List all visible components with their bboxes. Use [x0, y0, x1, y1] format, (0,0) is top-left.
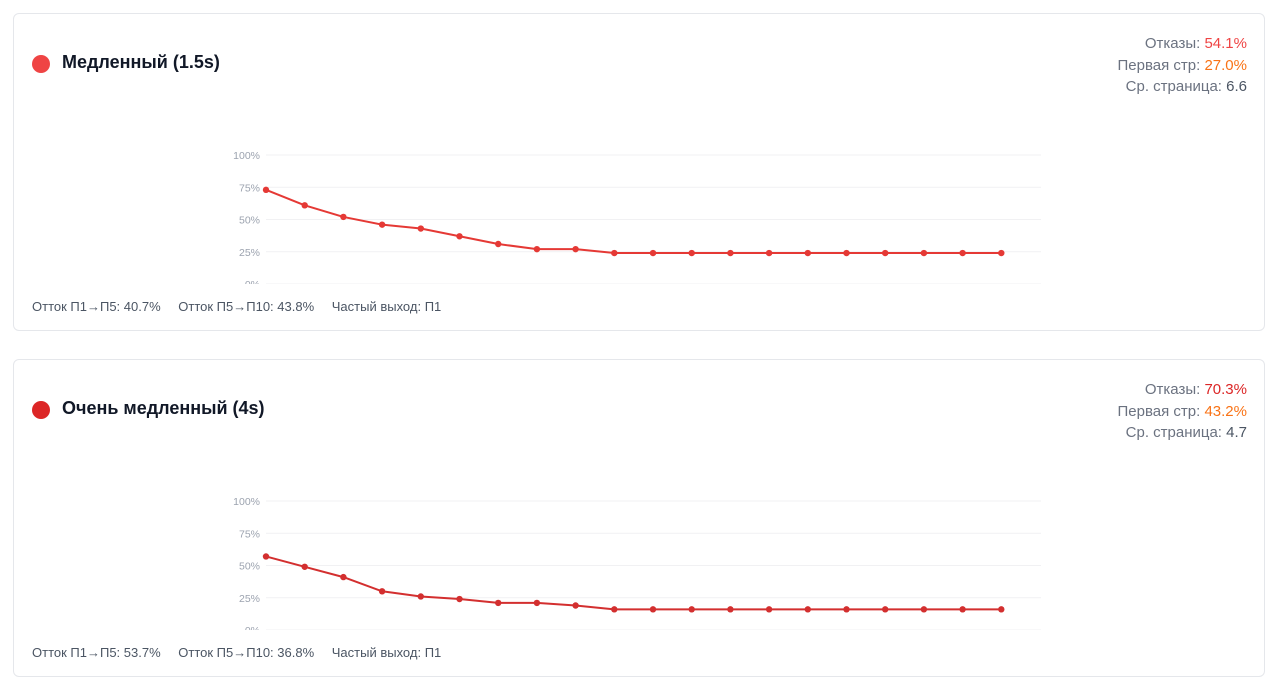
data-point [572, 245, 579, 253]
data-point [843, 606, 850, 613]
avg-page-label: Ср. страница: [1125, 424, 1222, 441]
data-point [882, 606, 889, 613]
data-point [611, 249, 618, 257]
bounce-label: Отказы: [1144, 381, 1201, 398]
data-point [727, 249, 734, 257]
data-point [727, 606, 734, 613]
data-point [533, 245, 541, 253]
data-point [340, 213, 347, 221]
data-point [340, 573, 347, 581]
card-title: Медленный (1.5s) [62, 52, 220, 72]
card-footer: Отток П1→П5: 40.7% Отток П5→П10: 43.8% Ч… [32, 299, 455, 314]
churn-p5-p10: Отток П5→П10: 36.8% [178, 645, 315, 660]
data-point [765, 249, 773, 257]
data-point [688, 249, 695, 257]
churn-p1-p5: Отток П1→П5: 40.7% [32, 299, 161, 314]
data-point [920, 606, 928, 613]
data-point [804, 606, 811, 613]
frequent-exit: Частый выход: П1 [331, 299, 442, 314]
data-point [920, 249, 928, 257]
bounce-label: Отказы: [1144, 35, 1201, 52]
first-page-label: Первая стр: [1117, 56, 1201, 74]
y-tick-label: 75% [239, 528, 260, 540]
data-point [804, 249, 811, 257]
data-point [495, 240, 502, 248]
status-dot [32, 401, 50, 419]
churn-p1-p5: Отток П1→П5: 53.7% [32, 645, 161, 660]
y-tick-label: 50% [239, 561, 260, 573]
data-point [378, 588, 386, 595]
stats-panel: Отказы: 70.3% Первая стр: 43.2% Ср. стра… [1118, 379, 1248, 444]
avg-page-label: Ср. страница: [1125, 78, 1222, 95]
bounce-stat: Отказы: 70.3% [1118, 379, 1247, 401]
first-page-stat: Первая стр: 43.2% [1118, 401, 1248, 423]
data-point [843, 249, 850, 257]
series-line [265, 188, 1002, 255]
stats-panel: Отказы: 54.1% Первая стр: 27.0% Ср. стра… [1118, 33, 1248, 98]
data-point [456, 595, 463, 603]
data-point [649, 249, 657, 257]
y-tick-label: 75% [239, 182, 260, 194]
series-line [265, 555, 1002, 611]
data-point [495, 599, 502, 607]
data-point [649, 606, 657, 613]
bounce-stat: Отказы: 54.1% [1118, 33, 1247, 55]
data-point [998, 606, 1005, 613]
data-point [959, 249, 966, 257]
status-dot [32, 55, 50, 73]
first-page-stat: Первая стр: 27.0% [1118, 55, 1248, 77]
data-point [533, 599, 541, 607]
y-tick-label: 100% [233, 150, 260, 162]
frequent-exit: Частый выход: П1 [331, 645, 442, 660]
avg-page-value: 6.6 [1226, 78, 1247, 95]
data-point [572, 602, 579, 609]
card-footer: Отток П1→П5: 53.7% Отток П5→П10: 36.8% Ч… [32, 645, 455, 660]
data-point [611, 606, 618, 613]
data-point [456, 233, 463, 240]
avg-page-stat: Ср. страница: 4.7 [1118, 422, 1247, 444]
y-tick-label: 0% [245, 625, 260, 630]
y-tick-label: 0% [245, 279, 260, 284]
y-tick-label: 25% [239, 593, 260, 605]
avg-page-stat: Ср. страница: 6.6 [1118, 76, 1247, 98]
data-point [378, 221, 386, 228]
y-tick-label: 100% [233, 496, 260, 508]
data-point [998, 249, 1005, 257]
data-point [262, 186, 270, 194]
churn-p5-p10: Отток П5→П10: 43.8% [178, 299, 315, 314]
data-point [959, 606, 966, 613]
avg-page-value: 4.7 [1226, 424, 1247, 441]
speed-card-very-slow: Очень медленный (4s) Отказы: 70.3% Перва… [13, 359, 1265, 677]
bounce-value: 70.3% [1204, 381, 1247, 398]
bounce-value: 54.1% [1204, 35, 1247, 52]
data-point [882, 249, 889, 257]
speed-card-slow: Медленный (1.5s) Отказы: 54.1% Первая ст… [13, 13, 1265, 331]
data-point [417, 225, 424, 232]
first-page-label: Первая стр: [1117, 402, 1201, 420]
data-point [417, 593, 424, 600]
first-page-value: 27.0% [1204, 56, 1247, 74]
dropoff-line-chart: 0%25%50%75%100%П1П2П3П4П5П6П7П8П9П10П11П… [233, 496, 1041, 630]
dropoff-line-chart: 0%25%50%75%100%П1П2П3П4П5П6П7П8П9П10П11П… [233, 150, 1041, 284]
data-point [765, 606, 773, 613]
y-tick-label: 25% [239, 247, 260, 259]
data-point [262, 553, 270, 560]
data-point [301, 202, 308, 209]
data-point [688, 606, 695, 613]
data-point [301, 563, 308, 570]
first-page-value: 43.2% [1204, 402, 1247, 420]
card-title: Очень медленный (4s) [62, 398, 265, 418]
y-tick-label: 50% [239, 215, 260, 227]
